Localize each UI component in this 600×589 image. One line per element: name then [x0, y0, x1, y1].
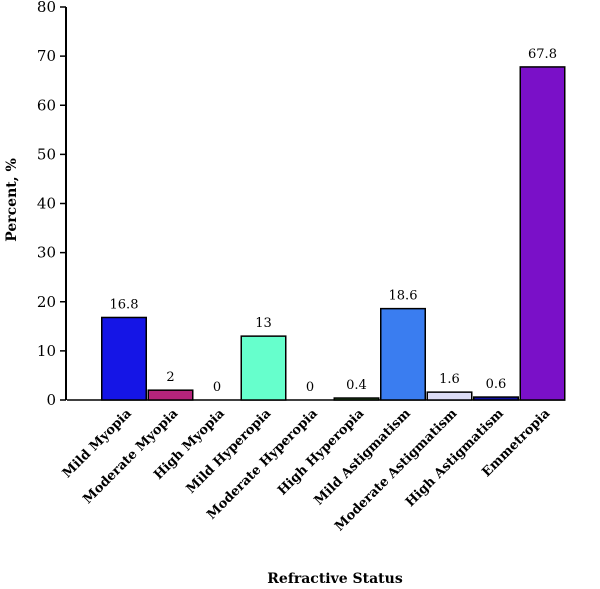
data-label: 13 [255, 316, 272, 331]
y-tick-label: 70 [37, 47, 56, 65]
y-tick-label: 80 [37, 0, 56, 16]
y-tick-label: 0 [46, 391, 56, 409]
x-axis-title: Refractive Status [267, 571, 403, 587]
bar-high-astigmatism [473, 396, 519, 401]
bars-group [101, 66, 566, 401]
bar-high-hyperopia [333, 397, 380, 401]
category-label: High Hyperopia [275, 406, 368, 499]
y-tick-label: 10 [37, 342, 56, 360]
bar-mild-astigmatism [380, 307, 426, 401]
data-label: 1.6 [439, 372, 460, 387]
data-label: 2 [166, 370, 174, 385]
y-axis-title: Percent, % [4, 158, 20, 242]
data-label: 67.8 [528, 47, 557, 62]
data-label: 0 [306, 380, 314, 395]
bar-mild-hyperopia [240, 335, 287, 401]
data-labels-group: 16.8 2 0 13 0 0.4 18.6 1.6 0.6 67.8 [110, 47, 557, 395]
y-tick-label: 60 [37, 96, 56, 114]
bar-emmetropia [519, 66, 566, 401]
data-label: 18.6 [389, 289, 418, 304]
data-label: 16.8 [110, 297, 139, 312]
y-tick-label: 20 [37, 293, 56, 311]
y-tick-label: 40 [37, 195, 56, 213]
bar-mild-myopia [101, 316, 147, 401]
category-label: Mild Hyperopia [184, 406, 275, 497]
y-tick-label: 30 [37, 244, 56, 262]
y-tick-label: 50 [37, 145, 56, 163]
data-label: 0.4 [346, 378, 367, 393]
bar-moderate-astigmatism [426, 391, 473, 401]
data-label: 0 [213, 380, 221, 395]
bar-moderate-myopia [147, 389, 194, 401]
data-label: 0.6 [486, 377, 507, 392]
